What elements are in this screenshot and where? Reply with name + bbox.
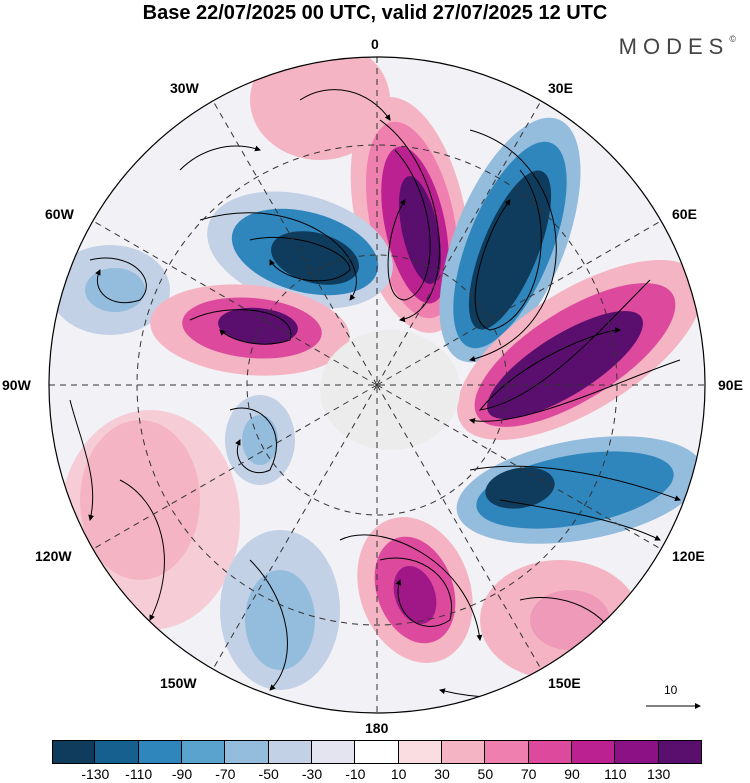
lon-label-60w: 60W: [45, 206, 74, 222]
colorbar-segment: [572, 740, 616, 764]
colorbar-tick-label: 110: [604, 766, 627, 782]
colorbar-tick-label: 70: [520, 766, 537, 782]
colorbar-tick-label: 130: [646, 766, 671, 782]
colorbar-tick-label: -130: [81, 766, 110, 782]
lon-label-150w: 150W: [160, 675, 197, 691]
modes-logo: MODES©: [618, 34, 736, 59]
lon-label-0: 0: [371, 36, 379, 52]
colorbar-tick-label: 10: [390, 766, 407, 782]
colorbar-segment: [225, 740, 269, 764]
lon-label-30e: 30E: [548, 80, 573, 96]
lon-label-90e: 90E: [718, 377, 743, 393]
colorbar-tick-label: -70: [215, 766, 236, 782]
colorbar-segment: [442, 740, 486, 764]
colorbar-segment: [312, 740, 356, 764]
lon-label-120w: 120W: [35, 548, 72, 564]
map-title: Base 22/07/2025 00 UTC, valid 27/07/2025…: [142, 2, 608, 24]
colorbar-tick-label: -90: [171, 766, 193, 782]
colorbar-segment: [398, 740, 442, 764]
colorbar-segment: [485, 740, 529, 764]
reference-vector-label: 10: [664, 683, 678, 697]
lon-label-90w: 90W: [2, 377, 31, 393]
colorbar-segment: [138, 740, 182, 764]
lon-label-180: 180: [365, 720, 389, 736]
colorbar-segment: [658, 740, 702, 764]
colorbar-tick-label: 50: [477, 766, 494, 782]
colorbar-tick-label: -110: [125, 766, 153, 782]
colorbar-segment: [52, 740, 96, 764]
colorbar-tick-label: -50: [258, 766, 279, 782]
colorbar-segment: [95, 740, 139, 764]
colorbar: [52, 740, 702, 764]
colorbar-tick-label: 90: [564, 766, 580, 782]
map-boundary: [48, 56, 706, 714]
colorbar-tick-label: 30: [434, 766, 450, 782]
lon-label-60e: 60E: [672, 206, 697, 222]
colorbar-tick-label: -10: [345, 766, 366, 782]
streamlines: [69, 89, 681, 698]
lon-label-120e: 120E: [672, 548, 705, 564]
colorbar-tick-label: -30: [301, 766, 323, 782]
lon-label-150e: 150E: [548, 675, 581, 691]
graticule: [49, 57, 705, 713]
colorbar-segment: [182, 740, 226, 764]
colorbar-segment: [268, 740, 312, 764]
colorbar-segment: [615, 740, 659, 764]
colorbar-segment: [528, 740, 572, 764]
lon-label-30w: 30W: [170, 80, 199, 96]
colorbar-segment: [355, 740, 399, 764]
